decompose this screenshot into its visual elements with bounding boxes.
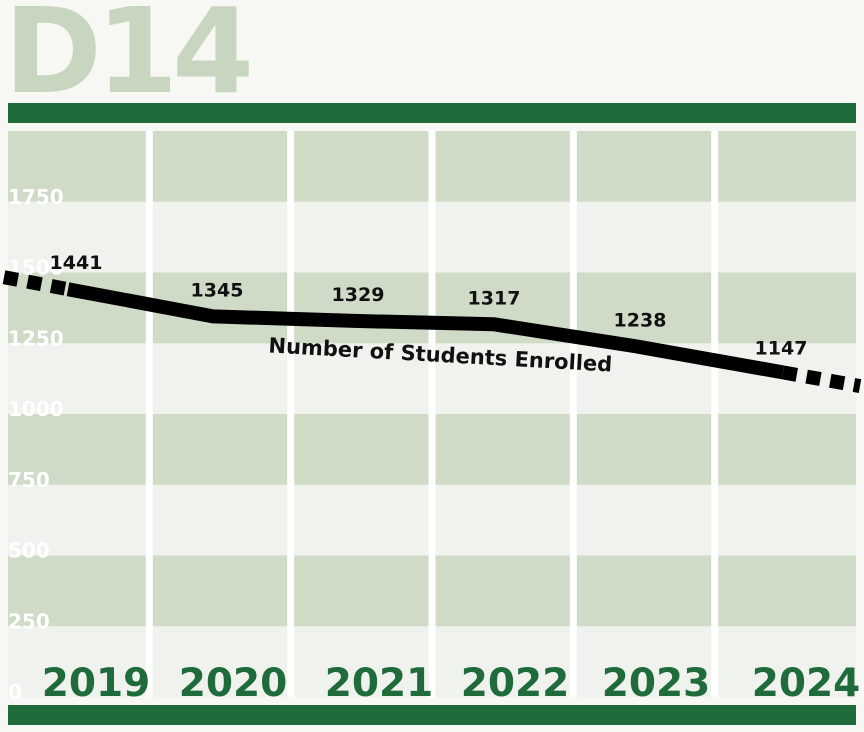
y-tick-label: 500 (8, 539, 50, 563)
y-tick-label: 1750 (8, 185, 64, 209)
x-category-label: 2022 (461, 661, 570, 706)
data-label: 1147 (755, 337, 808, 359)
series-line-enrollment (66, 282, 785, 380)
top-rule (8, 103, 856, 123)
column-separator (428, 131, 436, 697)
chart-title: D14 (4, 0, 254, 120)
y-tick-label: 0 (8, 680, 22, 704)
line-extension-end (781, 365, 862, 393)
x-category-label: 2021 (325, 661, 434, 706)
data-label: 1441 (50, 252, 103, 274)
column-separator (145, 131, 153, 697)
y-tick-label: 250 (8, 609, 50, 633)
x-category-label: 2019 (42, 661, 151, 706)
line-extension-start (2, 270, 70, 297)
x-category-label: 2023 (602, 661, 711, 706)
column-separator (287, 131, 295, 697)
column-separator (711, 131, 719, 697)
y-tick-label: 1250 (8, 326, 64, 350)
y-tick-label: 750 (8, 468, 50, 492)
column-separator (569, 131, 577, 697)
data-label: 1317 (468, 287, 521, 309)
bottom-rule (8, 705, 856, 725)
x-category-label: 2024 (752, 661, 861, 706)
data-label: 1345 (191, 279, 244, 301)
x-category-label: 2020 (179, 661, 288, 706)
y-tick-label: 1000 (8, 397, 64, 421)
data-label: 1238 (614, 310, 667, 332)
data-label: 1329 (332, 284, 385, 306)
